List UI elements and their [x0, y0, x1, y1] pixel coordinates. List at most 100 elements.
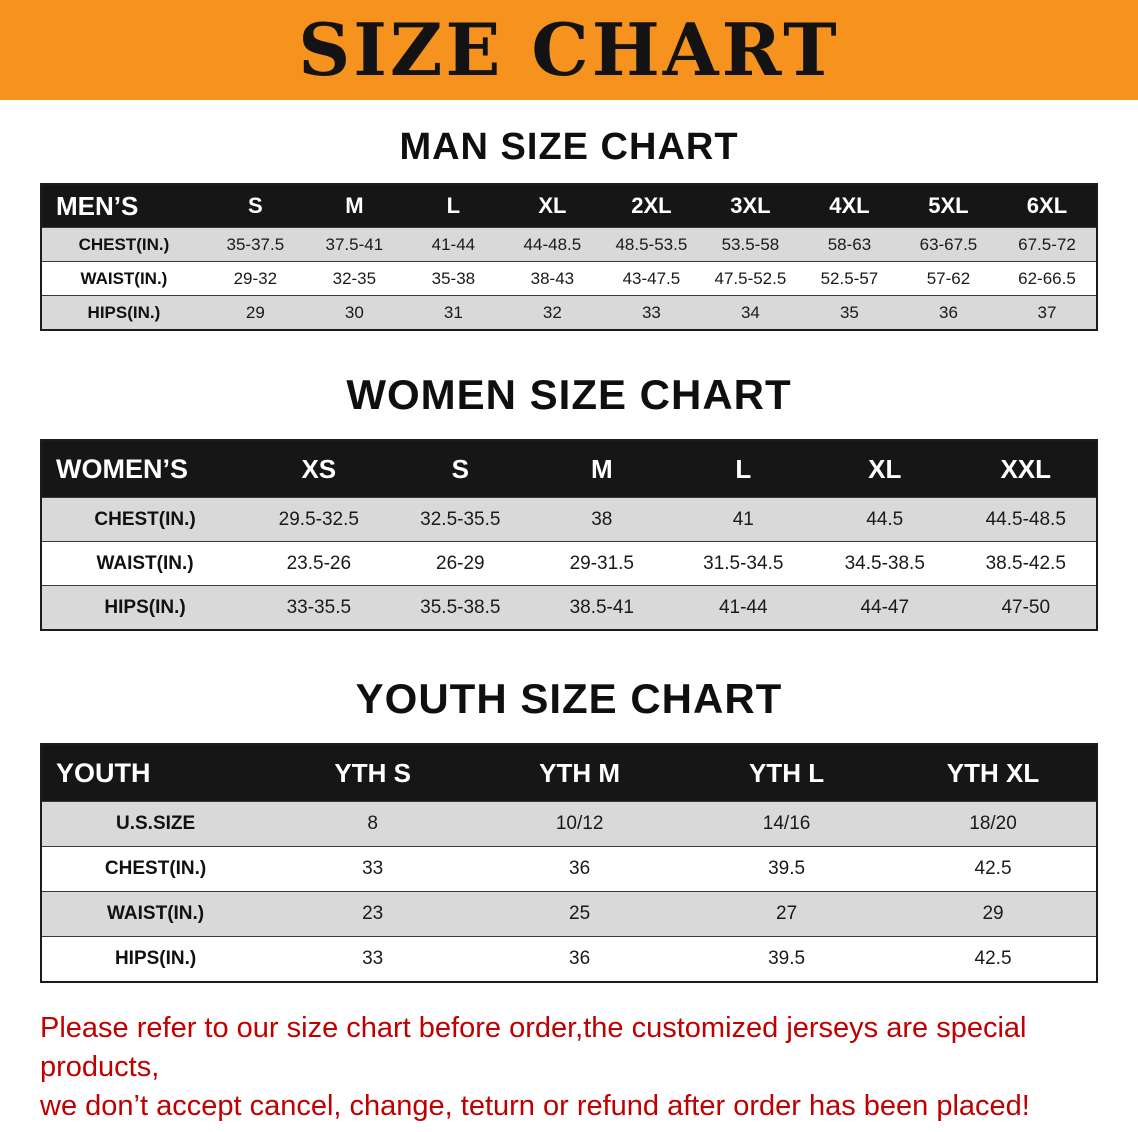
size-value-cell: 10/12 — [555, 813, 604, 834]
size-value-cell: 44-48.5 — [523, 234, 582, 254]
size-value-cell: 29 — [982, 903, 1004, 924]
table-row: CHEST(IN.) 33 36 39.5 42.5 — [41, 846, 1097, 892]
size-value-cell: 53.5-58 — [721, 234, 780, 254]
size-value-cell: 47.5-52.5 — [714, 268, 787, 288]
table-row: HIPS(IN.) 33 36 39.5 42.5 — [41, 936, 1097, 982]
size-column-header: L — [735, 453, 752, 484]
size-column-header: XL — [538, 193, 567, 218]
size-column-header: YTH S — [334, 757, 411, 788]
table-row: U.S.SIZE 8 10/12 14/16 18/20 — [41, 801, 1097, 847]
size-value-cell: 27 — [776, 903, 798, 924]
size-value-cell: 37.5-41 — [325, 234, 384, 254]
table-corner-label: WOMEN’S — [56, 453, 188, 484]
size-value-cell: 25 — [569, 903, 591, 924]
row-label: CHEST(IN.) — [78, 234, 170, 254]
men-section-title: MAN SIZE CHART — [399, 126, 739, 168]
section-women: WOMEN SIZE CHART WOMEN’S XS S M L XL XXL CHEST(… — [0, 371, 1138, 631]
row-label: U.S.SIZE — [116, 813, 196, 834]
page-title: SIZE CHART — [298, 7, 840, 92]
size-column-header: 6XL — [1026, 193, 1068, 218]
size-value-cell: 43-47.5 — [622, 268, 681, 288]
size-value-cell: 35.5-38.5 — [420, 596, 501, 618]
size-value-cell: 35 — [839, 302, 859, 322]
size-value-cell: 33 — [362, 858, 384, 879]
women-size-table: WOMEN’S XS S M L XL XXL CHEST(IN.) 29.5-32.5 32.5… — [40, 439, 1098, 631]
table-row: CHEST(IN.) 29.5-32.5 32.5-35.5 38 41 44.5 44.5… — [41, 497, 1097, 542]
size-value-cell: 29 — [245, 302, 265, 322]
row-label: WAIST(IN.) — [80, 268, 168, 288]
size-column-header: XL — [868, 453, 902, 484]
table-corner-label: YOUTH — [56, 757, 151, 788]
size-value-cell: 35-37.5 — [226, 234, 285, 254]
section-youth: YOUTH SIZE CHART YOUTH YTH S YTH M YTH L YTH… — [0, 675, 1138, 983]
size-value-cell: 31 — [443, 302, 463, 322]
row-label: HIPS(IN.) — [87, 302, 161, 322]
size-value-cell: 67.5-72 — [1018, 234, 1076, 254]
size-value-cell: 18/20 — [969, 813, 1017, 834]
size-column-header: 2XL — [631, 193, 672, 218]
size-value-cell: 38.5-41 — [569, 596, 635, 618]
size-value-cell: 34 — [740, 302, 760, 322]
size-column-header: M — [590, 453, 613, 484]
size-column-header: M — [345, 193, 364, 218]
size-column-header: 3XL — [730, 193, 771, 218]
size-value-cell: 52.5-57 — [820, 268, 879, 288]
size-column-header: YTH M — [539, 757, 621, 788]
banner: SIZE CHART — [0, 0, 1138, 100]
table-row: HIPS(IN.) 29 30 31 32 33 34 35 36 37 — [41, 295, 1097, 330]
size-value-cell: 23.5-26 — [286, 552, 352, 574]
size-column-header: XXL — [1000, 453, 1052, 484]
size-value-cell: 33-35.5 — [286, 596, 352, 618]
row-label: CHEST(IN.) — [104, 858, 207, 879]
size-value-cell: 41 — [732, 508, 754, 530]
size-column-header: L — [446, 193, 461, 218]
size-value-cell: 29-32 — [233, 268, 278, 288]
table-header-row: WOMEN’S XS S M L XL XXL — [41, 440, 1097, 498]
table-corner-label: MEN’S — [56, 190, 139, 221]
men-size-table: MEN’S S M L XL 2XL 3XL 4XL 5XL 6XL CHEST(IN.) 35-37… — [40, 183, 1098, 331]
table-row: WAIST(IN.) 23 25 27 29 — [41, 891, 1097, 937]
size-value-cell: 39.5 — [768, 858, 806, 879]
size-value-cell: 32 — [542, 302, 562, 322]
section-men: MAN SIZE CHART MEN’S S M L XL 2XL 3XL 4XL 5XL 6XL… — [0, 126, 1138, 331]
size-value-cell: 8 — [367, 813, 378, 834]
size-column-header: S — [247, 193, 263, 218]
size-value-cell: 48.5-53.5 — [615, 234, 688, 254]
youth-section-title: YOUTH SIZE CHART — [355, 675, 783, 722]
disclaimer-line-2: we don’t accept cancel, change, teturn o… — [40, 1090, 1030, 1123]
size-value-cell: 57-62 — [926, 268, 971, 288]
size-value-cell: 47-50 — [1001, 596, 1051, 618]
size-value-cell: 38 — [591, 508, 613, 530]
table-row: WAIST(IN.) 23.5-26 26-29 29-31.5 31.5-34.5 34… — [41, 541, 1097, 586]
row-label: HIPS(IN.) — [114, 948, 197, 969]
size-value-cell: 32-35 — [332, 268, 377, 288]
size-column-header: XS — [301, 453, 337, 484]
table-header-row: MEN’S S M L XL 2XL 3XL 4XL 5XL 6XL — [41, 184, 1097, 228]
size-value-cell: 41-44 — [718, 596, 768, 618]
size-value-cell: 63-67.5 — [919, 234, 978, 254]
size-value-cell: 37 — [1037, 302, 1057, 322]
table-row: CHEST(IN.) 35-37.5 37.5-41 41-44 44-48.5 48.5… — [41, 227, 1097, 262]
size-column-header: 5XL — [928, 193, 969, 218]
size-value-cell: 38.5-42.5 — [985, 552, 1066, 574]
size-column-header: YTH XL — [946, 757, 1040, 788]
size-value-cell: 58-63 — [827, 234, 872, 254]
size-value-cell: 29-31.5 — [569, 552, 635, 574]
row-label: WAIST(IN.) — [96, 552, 194, 574]
size-value-cell: 42.5 — [974, 858, 1012, 879]
size-value-cell: 33 — [362, 948, 384, 969]
disclaimer: Please refer to our size chart before or… — [40, 1009, 1138, 1126]
size-value-cell: 29.5-32.5 — [278, 508, 359, 530]
size-value-cell: 23 — [362, 903, 384, 924]
size-column-header: YTH L — [749, 757, 825, 788]
size-value-cell: 36 — [569, 948, 591, 969]
size-value-cell: 33 — [641, 302, 661, 322]
disclaimer-line-1: Please refer to our size chart before or… — [40, 1012, 1027, 1084]
row-label: HIPS(IN.) — [104, 596, 186, 618]
size-value-cell: 31.5-34.5 — [703, 552, 784, 574]
women-section-title: WOMEN SIZE CHART — [346, 371, 792, 418]
size-value-cell: 14/16 — [762, 813, 811, 834]
size-value-cell: 36 — [938, 302, 958, 322]
size-column-header: 4XL — [829, 193, 870, 218]
